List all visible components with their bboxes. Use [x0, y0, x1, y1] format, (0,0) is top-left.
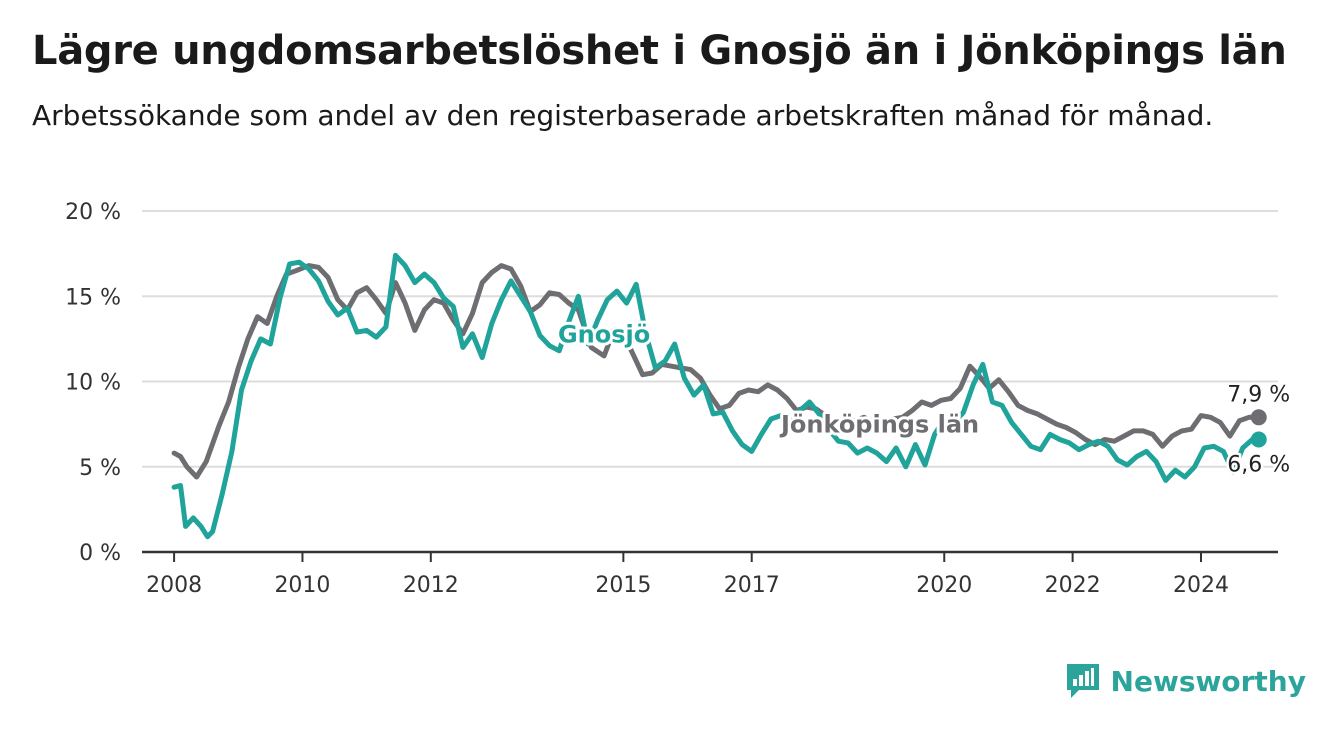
series-labels: 7,9 % Jönköpings län 6,6 % Gnosjö	[555, 317, 1293, 480]
series-label-gnosj-: Gnosjö	[558, 320, 650, 348]
series-label-j-nk-pings-l-n: Jönköpings län	[779, 411, 979, 439]
end-point-gnosj-	[1250, 431, 1267, 448]
x-tick-label: 2012	[403, 573, 459, 598]
x-tick-label: 2022	[1045, 573, 1101, 598]
x-tick-label: 2024	[1173, 573, 1229, 598]
chart-subtitle: Arbetssökande som andel av den registerb…	[32, 99, 1214, 132]
x-tick-label: 2008	[146, 573, 202, 598]
y-tick-label: 5 %	[79, 456, 121, 481]
y-tick-label: 15 %	[65, 285, 121, 310]
x-tick-label: 2020	[916, 573, 972, 598]
newsworthy-logo-icon	[1066, 664, 1099, 698]
brand-name: Newsworthy	[1110, 664, 1306, 698]
end-point-j-nk-pings-l-n	[1250, 409, 1267, 426]
series-line-gnosj-	[171, 252, 1262, 540]
y-tick-label: 20 %	[65, 200, 121, 225]
y-tick-label: 0 %	[79, 541, 121, 566]
x-tick-label: 2015	[595, 573, 651, 598]
end-value-label-gnosj-: 6,6 %	[1227, 452, 1290, 477]
y-axis-ticks: 0 % 5 % 10 % 15 % 20 %	[65, 200, 121, 566]
x-tick-label: 2017	[724, 573, 780, 598]
gridlines	[142, 210, 1278, 468]
series-lines	[171, 252, 1267, 540]
newsworthy-brand[interactable]: Newsworthy	[1065, 662, 1306, 700]
x-axis-ticks: 2008 2010 2012 2015 2017 2020 2022 2024	[146, 552, 1229, 598]
chart-title: Lägre ungdomsarbetslöshet i Gnosjö än i …	[32, 28, 1287, 74]
end-value-label-j-nk-pings-l-n: 7,9 %	[1227, 382, 1290, 407]
y-tick-label: 10 %	[65, 371, 121, 396]
series-line-j-nk-pings-l-n	[171, 263, 1262, 480]
x-tick-label: 2010	[274, 573, 330, 598]
